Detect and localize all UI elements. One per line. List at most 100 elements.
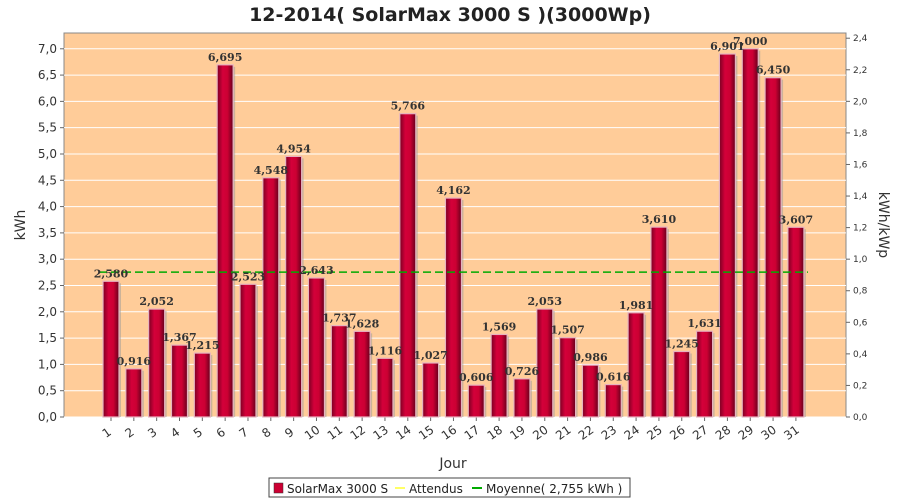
bar: [650, 226, 668, 418]
bar: [467, 384, 485, 418]
x-tick-label: 6: [214, 425, 228, 441]
y-right-tick-label: 0,8: [853, 287, 868, 297]
x-tick-label: 15: [416, 423, 437, 443]
bar: [399, 113, 417, 418]
x-tick-label: 4: [168, 425, 182, 441]
y-right-tick-label: 2,2: [853, 66, 867, 76]
data-label: 2,053: [528, 295, 562, 308]
y-right-tick-label: 1,2: [853, 224, 867, 234]
data-label: 6,695: [208, 51, 242, 64]
data-label: 1,631: [687, 317, 721, 330]
x-axis-label: Jour: [438, 456, 467, 472]
y-axis-label: kWh: [13, 210, 29, 241]
y-right-tick-label: 1,4: [853, 192, 868, 202]
bar: [718, 53, 737, 418]
x-tick-label: 30: [759, 423, 780, 443]
y-tick-label: 4,0: [38, 200, 57, 214]
bar: [262, 177, 280, 418]
y-right-tick-label: 2,0: [853, 97, 868, 107]
bar: [170, 344, 189, 418]
x-tick-label: 19: [507, 423, 528, 443]
bar: [376, 357, 394, 418]
x-tick-label: 9: [282, 425, 296, 441]
data-label: 1,507: [550, 324, 584, 337]
legend: SolarMax 3000 S Attendus Moyenne( 2,755 …: [268, 477, 631, 498]
bar: [695, 330, 714, 418]
bar: [102, 280, 120, 418]
bar: [627, 312, 645, 418]
bar: [239, 283, 257, 418]
data-label: 4,162: [436, 184, 470, 197]
chart-title: 12-2014( SolarMax 3000 S )(3000Wp): [249, 4, 651, 26]
x-tick-label: 8: [259, 425, 273, 441]
x-tick-label: 22: [576, 423, 597, 443]
bar: [148, 308, 166, 418]
x-tick-label: 27: [690, 423, 711, 443]
bar: [764, 77, 782, 418]
x-tick-label: 29: [736, 423, 757, 443]
y-tick-label: 6,0: [38, 94, 57, 108]
y-tick-label: 4,5: [38, 173, 57, 187]
x-tick-label: 28: [713, 423, 734, 443]
bar: [307, 277, 326, 418]
data-label: 3,610: [642, 213, 677, 226]
y-tick-label: 5,0: [38, 147, 57, 161]
x-tick-label: 3: [145, 425, 159, 441]
data-label: 1,981: [619, 299, 653, 312]
data-label: 6,450: [756, 64, 791, 77]
y-right-tick-label: 0,4: [853, 350, 868, 360]
x-tick-label: 12: [348, 423, 369, 443]
bar: [787, 226, 805, 418]
legend-label-average: Moyenne( 2,755 kWh ): [486, 482, 622, 496]
y-right-tick-label: 1,0: [853, 255, 868, 265]
bar: [330, 325, 348, 418]
data-label: 7,000: [733, 35, 768, 48]
y-tick-label: 0,5: [38, 384, 57, 398]
x-tick-label: 11: [325, 423, 346, 443]
bar: [285, 155, 303, 418]
x-tick-label: 21: [553, 423, 574, 443]
bar: [193, 352, 211, 418]
x-tick-label: 23: [599, 423, 620, 443]
x-tick-label: 5: [191, 425, 205, 441]
data-label: 0,726: [505, 365, 540, 378]
y-tick-label: 3,0: [38, 252, 57, 266]
x-tick-label: 18: [485, 423, 506, 443]
bar: [216, 64, 234, 418]
data-label: 0,606: [459, 371, 494, 384]
bar: [125, 368, 143, 418]
data-label: 1,367: [162, 331, 196, 344]
data-label: 4,548: [254, 164, 289, 177]
data-label: 6,901: [710, 40, 744, 53]
x-tick-label: 20: [530, 423, 551, 443]
data-label: 2,052: [139, 295, 173, 308]
data-label: 1,215: [185, 339, 219, 352]
x-tick-label: 10: [302, 423, 323, 443]
y-tick-label: 5,5: [38, 121, 57, 135]
bar: [536, 308, 554, 418]
y-right-tick-label: 0,2: [853, 381, 867, 391]
x-tick-label: 31: [781, 423, 802, 443]
y-right-tick-label: 1,8: [853, 129, 868, 139]
y-right-tick-label: 0,6: [853, 318, 868, 328]
data-label: 1,737: [322, 312, 356, 325]
x-axis-ticks: 1 2 3 4 5 6 7 8 9 10 11 12 13 14 15 16 17 18 19 20 21 22 23 24 2…: [100, 417, 802, 443]
legend-label-expected: Attendus: [409, 482, 463, 496]
legend-label-series: SolarMax 3000 S: [287, 482, 388, 496]
bar: [581, 364, 600, 418]
legend-box: [268, 477, 631, 498]
x-tick-label: 16: [439, 423, 460, 443]
y-tick-label: 2,0: [38, 305, 57, 319]
data-label: 3,607: [779, 213, 813, 226]
data-label: 1,569: [482, 320, 516, 333]
x-tick-label: 13: [370, 423, 391, 443]
data-label: 1,628: [345, 317, 380, 330]
bar: [490, 333, 508, 418]
data-label: 4,954: [276, 142, 311, 155]
data-label: 1,027: [413, 349, 447, 362]
x-tick-label: 17: [462, 423, 483, 443]
data-label: 2,580: [94, 267, 129, 280]
y-right-tick-label: 0,0: [853, 413, 868, 423]
